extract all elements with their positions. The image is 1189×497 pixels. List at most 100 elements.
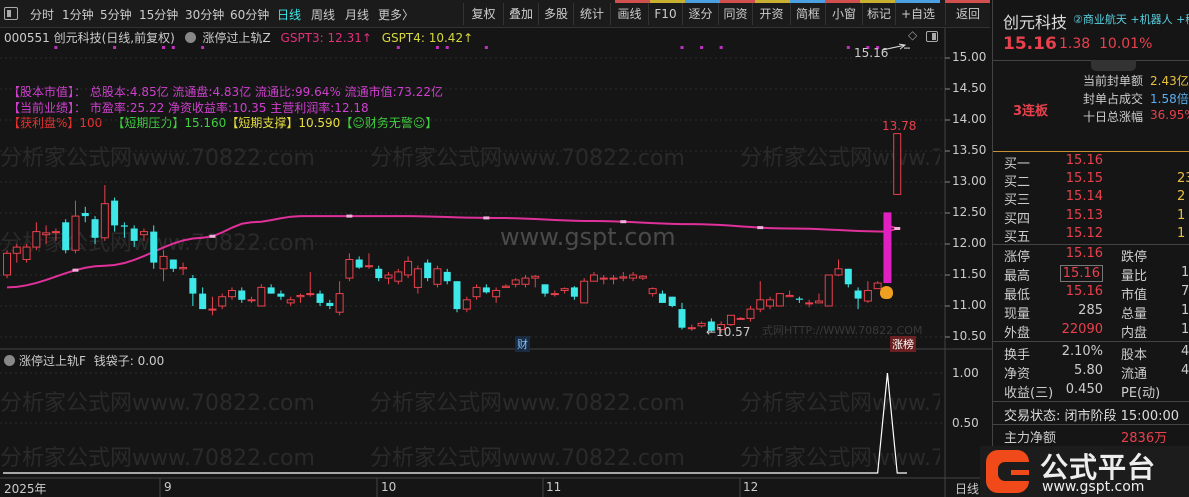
stat-value: 15.16 [1065,284,1103,299]
period-tab[interactable]: 1分钟 [62,8,94,22]
toolbar-button[interactable]: 小窗 [825,3,862,25]
draw-tool-icon[interactable]: ◇ [908,28,918,42]
toolbar-button[interactable]: 叠加 [503,3,538,25]
candle [521,275,530,288]
panel-toggle-icon[interactable] [926,31,938,42]
toolbar-button[interactable]: 简框 [790,3,825,25]
toolbar-button[interactable]: 统计 [573,3,610,25]
stat-value: 285 [1078,303,1103,318]
collapse-button[interactable] [1091,60,1136,71]
period-tab[interactable]: 分时 [30,8,55,22]
lower-indicator-name[interactable]: 涨停过上轨F [19,354,86,368]
stat-value: 10 [1181,303,1189,318]
toolbar-button[interactable]: +自选 [895,3,940,25]
toolbar-button[interactable]: 多股 [538,3,573,25]
stat-value: 1 [1181,265,1189,280]
seal-ratio-label: 封单占成交 [1083,92,1144,106]
candle [707,318,715,333]
ma-marker [483,216,490,220]
stat-value: 4 [1181,363,1189,378]
finance-marker[interactable]: 财 [515,336,530,352]
candle [638,275,647,280]
toolbar-button[interactable]: 复权 [463,3,503,25]
gspt3-value: GSPT3: 12.31↑ [280,31,372,45]
candle [492,287,501,303]
candle [863,281,872,303]
period-tab[interactable]: 日线 [277,8,302,22]
kline-chart[interactable] [0,0,992,497]
price-axis-label: 11.50 [952,267,987,281]
bid-label: 买四 [1004,211,1031,227]
bid-volume: 1 [1177,225,1186,241]
candle [766,296,775,310]
bid-price: 15.16 [1065,153,1103,168]
sidebar-toggle-icon[interactable] [4,7,18,20]
candle [482,284,490,294]
period-tab[interactable]: 60分钟 [230,8,270,22]
candle [32,222,41,251]
candle [736,317,745,320]
candle [111,197,119,232]
period-label: 日线 [955,482,980,496]
toolbar-button[interactable]: 逐分 [682,3,718,25]
indicator-toggle-icon[interactable] [184,32,196,43]
candle [619,271,628,282]
candle [384,271,393,285]
period-tab[interactable]: 5分钟 [100,8,132,22]
bid-volume: 23 [1177,171,1189,187]
gspt4-value: GSPT4: 10.42↑ [381,31,474,45]
signal-mark [866,46,870,49]
info-line-performance: 【当前业绩】： 市盈率:25.22 净资收益率:10.35 主营利润率:12.1… [8,99,369,116]
candle [844,268,852,288]
price-axis-label: 13.00 [952,174,987,188]
date-label: 2025年 [4,482,47,496]
stat-label: 股本 [1121,348,1148,363]
candle [881,43,910,51]
candle [218,293,227,310]
candle [678,302,686,330]
toolbar-button[interactable]: 开资 [752,3,790,25]
ma-marker [209,234,216,238]
candle [267,284,275,294]
stock-name: 创元科技 [1003,13,1068,32]
bid-label: 买一 [1004,157,1031,172]
logo-url: www.gspt.com [1042,479,1145,495]
ma-marker [72,268,79,272]
stat-value: 7 [1181,284,1189,299]
back-button[interactable]: 返回 [945,3,990,25]
stat-label: 外盘 [1004,326,1031,341]
toolbar-button[interactable]: F10 [648,3,682,25]
limit-up-list-marker[interactable]: 涨榜 [890,336,916,352]
toolbar-button[interactable]: 同资 [718,3,752,25]
ma-marker [757,226,764,230]
date-label: 9 [164,480,172,494]
toolbar-button[interactable]: 画线 [610,3,648,25]
signal-mark [700,46,704,49]
gspt-logo: 公式平台 www.gspt.com [980,446,1189,497]
stat-label: 跌停 [1121,250,1148,265]
candle [120,222,128,238]
period-tab[interactable]: 15分钟 [139,8,179,22]
ma-marker [894,227,901,230]
indicator-toggle-icon[interactable] [4,355,15,366]
date-label: 12 [743,480,759,494]
period-tab[interactable]: 更多〉 [378,8,415,22]
money-bag-line [3,372,907,474]
period-tab[interactable]: 周线 [311,8,336,22]
indicator-name[interactable]: 涨停过上轨Z [202,31,271,45]
period-tab[interactable]: 月线 [345,8,370,22]
candle [717,321,726,333]
last-price-label: 15.16 [854,46,889,60]
candle [883,212,892,284]
signal-mark [396,46,400,49]
toolbar-button[interactable]: 标记 [862,3,895,25]
candle [424,259,432,282]
concept-tags[interactable]: ②商业航天 +机器人 +稀 [1073,13,1189,26]
period-tab[interactable]: 30分钟 [185,8,225,22]
streak-badge: 3连板 [1013,104,1049,119]
stat-label: 收益(三) [1004,386,1054,401]
candle [228,287,236,300]
stat-label: 最高 [1004,269,1031,284]
candle [599,275,608,285]
bid-label: 买五 [1004,229,1031,245]
